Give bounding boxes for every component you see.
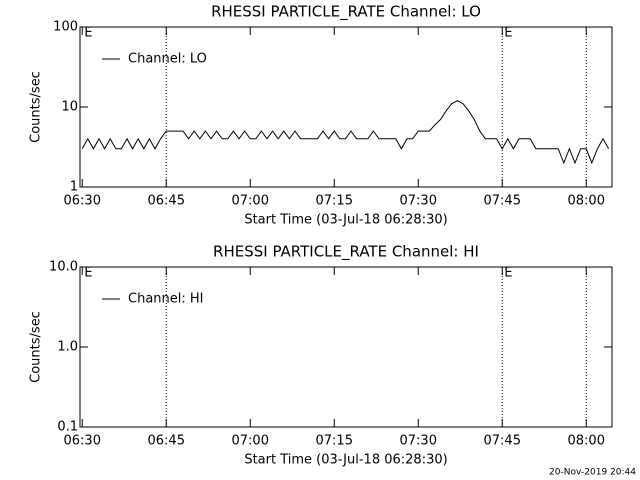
x-tick-label: 08:00: [568, 194, 605, 209]
annotation: E: [84, 26, 92, 41]
x-axis-label: Start Time (03-Jul-18 06:28:30): [244, 213, 447, 228]
x-tick-label: 08:00: [568, 434, 605, 449]
x-tick-label: 06:45: [148, 434, 185, 449]
x-tick-label: 07:00: [232, 434, 269, 449]
chart-title: RHESSI PARTICLE_RATE Channel: LO: [211, 3, 481, 22]
x-tick-label: 07:15: [316, 434, 353, 449]
x-tick-label: 07:45: [484, 434, 521, 449]
x-tick-label: 07:15: [316, 194, 353, 209]
x-tick-label: 06:30: [64, 194, 101, 209]
x-tick-label: 07:30: [400, 194, 437, 209]
x-tick-label: 07:45: [484, 194, 521, 209]
y-tick-label: 10.0: [49, 260, 78, 275]
x-axis-label: Start Time (03-Jul-18 06:28:30): [244, 453, 447, 468]
legend-label: Channel: HI: [128, 292, 204, 307]
footer: 20-Nov-2019 20:44: [549, 468, 636, 478]
y-axis-label: Counts/sec: [29, 71, 44, 143]
x-tick-label: 07:00: [232, 194, 269, 209]
legend-label: Channel: LO: [128, 52, 207, 67]
y-tick-label: 0.1: [57, 420, 78, 435]
chart-title: RHESSI PARTICLE_RATE Channel: HI: [213, 243, 479, 262]
x-tick-label: 06:30: [64, 434, 101, 449]
y-tick-label: 1.0: [57, 340, 78, 355]
annotation: E: [504, 26, 512, 41]
y-tick-label: 100: [53, 20, 78, 35]
y-tick-label: 10: [61, 100, 78, 115]
y-tick-label: 1: [70, 180, 78, 195]
x-tick-label: 07:30: [400, 434, 437, 449]
annotation: E: [504, 266, 512, 281]
x-tick-label: 06:45: [148, 194, 185, 209]
annotation: E: [84, 266, 92, 281]
data-line: [81, 100, 610, 165]
y-axis-label: Counts/sec: [29, 311, 44, 383]
